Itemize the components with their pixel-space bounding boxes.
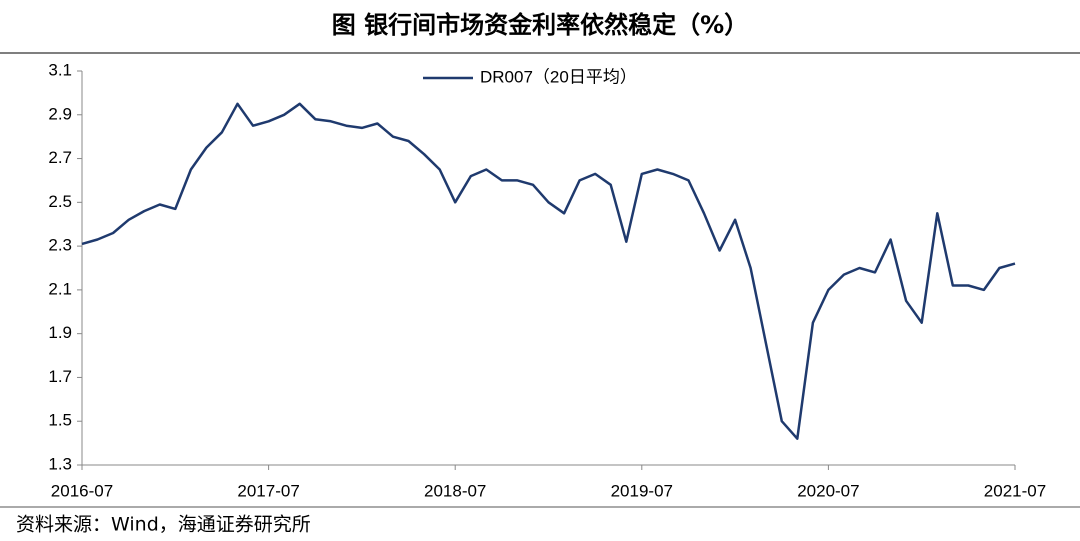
y-tick-label: 1.3 [48, 454, 72, 473]
x-tick-label: 2020-07 [797, 481, 859, 500]
x-tick-label: 2018-07 [424, 481, 486, 500]
x-tick-label: 2021-07 [984, 481, 1046, 500]
y-tick-label: 2.9 [48, 104, 72, 123]
series-line [81, 102, 1016, 440]
y-tick-label: 3.1 [48, 60, 72, 79]
x-tick-label: 2017-07 [237, 481, 299, 500]
y-tick-label: 2.3 [48, 236, 72, 255]
y-tick-label: 2.5 [48, 192, 72, 211]
y-tick-label: 1.9 [48, 323, 72, 342]
y-tick-label: 1.7 [48, 367, 72, 386]
y-tick-label: 1.5 [48, 411, 72, 430]
legend-label: DR007（20日平均） [480, 67, 637, 86]
x-tick-label: 2019-07 [611, 481, 673, 500]
x-tick-label: 2016-07 [51, 481, 113, 500]
y-tick-label: 2.1 [48, 279, 72, 298]
source: 资料来源：Wind，海通证券研究所 [16, 514, 311, 536]
y-tick-label: 2.7 [48, 148, 72, 167]
chart-title: 图 银行间市场资金利率依然稳定（%） [332, 11, 748, 39]
